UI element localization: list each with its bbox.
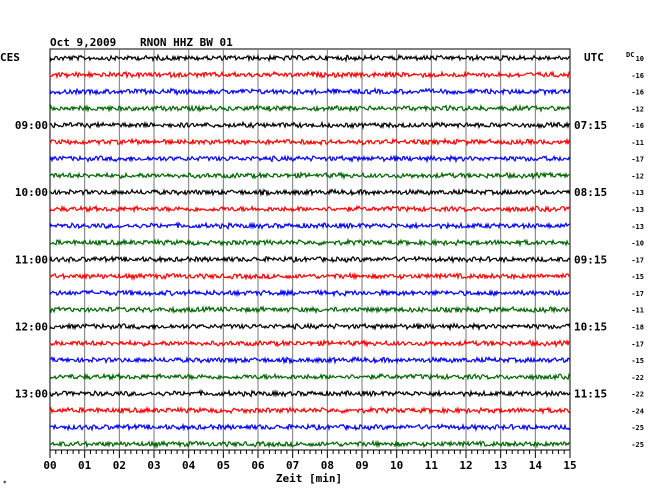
dc-offset-label: -15 (631, 273, 644, 281)
seismogram-traces (49, 53, 571, 449)
x-tick-label: 04 (182, 459, 196, 472)
trace-line (49, 338, 571, 349)
x-tick-label: 10 (390, 459, 403, 472)
dc-offset-label: -12 (631, 172, 644, 180)
trace-line (49, 204, 571, 214)
trace-line (49, 389, 571, 398)
trace-line (49, 103, 571, 113)
x-tick-label: 08 (321, 459, 334, 472)
x-tick-label: 12 (459, 459, 472, 472)
trace-line (49, 154, 571, 164)
trace-line (49, 372, 571, 382)
trace-line (49, 422, 571, 432)
x-tick-label: 14 (529, 459, 543, 472)
x-tick-label: 15 (563, 459, 576, 472)
dc-offset-label: -17 (631, 156, 644, 164)
trace-line (49, 305, 571, 315)
dc-header-label: DC (626, 51, 634, 59)
trace-line (49, 170, 571, 181)
local-hour-label: 12:00 (15, 320, 48, 333)
trace-line (49, 86, 571, 97)
dc-offset-label: -24 (631, 407, 644, 415)
dc-offset-label: -25 (631, 441, 644, 449)
trace-line (49, 53, 571, 63)
dc-offset-label: -13 (631, 189, 644, 197)
local-hour-label: 09:00 (15, 119, 48, 132)
trace-line (49, 120, 571, 130)
right-zone-label: UTC (584, 51, 604, 64)
local-time-labels: 09:00 10:00 11:00 12:00 13:00 (15, 119, 48, 400)
x-tick-label: 02 (113, 459, 126, 472)
utc-hour-label: 09:15 (574, 253, 607, 266)
dc-offset-label: -17 (631, 340, 644, 348)
dc-offset-label: -17 (631, 256, 644, 264)
station-label: RNON HHZ BW 01 (140, 36, 233, 49)
left-zone-label: CES (0, 51, 20, 64)
utc-hour-label: 10:15 (574, 320, 607, 333)
dc-offset-label: -17 (631, 290, 644, 298)
x-tick-label: 05 (217, 459, 230, 472)
trace-line (49, 70, 571, 80)
dc-offset-labels: 10 -16 -16 -12 -16 -11 -17 -12 -13 -13 -13 -10 -17 -1… (631, 55, 644, 449)
dc-offset-label: -22 (631, 391, 644, 399)
trace-line (49, 355, 571, 365)
dc-offset-label: 10 (636, 55, 644, 63)
dc-offset-label: -12 (631, 105, 644, 113)
x-tick-label: 07 (286, 459, 299, 472)
dc-offset-label: -13 (631, 206, 644, 214)
utc-hour-label: 07:15 (574, 119, 607, 132)
trace-line (49, 221, 571, 231)
x-axis-label: Zeit [min] (276, 472, 342, 485)
trace-line (49, 288, 571, 298)
x-tick-label: 09 (355, 459, 368, 472)
local-hour-label: 11:00 (15, 253, 48, 266)
trace-line (49, 137, 571, 147)
dc-offset-label: -13 (631, 223, 644, 231)
local-hour-label: 10:00 (15, 186, 48, 199)
dc-offset-label: -15 (631, 357, 644, 365)
x-tick-label: 06 (251, 459, 265, 472)
x-tick-label: 13 (494, 459, 507, 472)
trace-line (49, 254, 571, 265)
x-tick-label: 03 (147, 459, 160, 472)
dc-offset-label: -11 (631, 307, 644, 315)
vertical-gridlines (84, 49, 536, 450)
x-tick-label: 11 (425, 459, 439, 472)
dc-offset-label: -16 (631, 72, 644, 80)
local-hour-label: 13:00 (15, 388, 48, 401)
trace-line (49, 439, 570, 449)
utc-hour-label: 11:15 (574, 388, 607, 401)
x-axis: 00 01 02 03 04 05 06 07 08 09 10 11 12 13 14 15 (43, 450, 577, 472)
dc-offset-label: -16 (631, 122, 644, 130)
trace-line (49, 271, 571, 282)
dc-offset-label: -18 (631, 323, 644, 331)
trace-line (49, 187, 571, 198)
dc-offset-label: -10 (631, 240, 644, 248)
trace-line (49, 321, 571, 332)
corner-mark-icon: * (3, 480, 7, 487)
trace-line (49, 405, 571, 416)
dc-offset-label: -11 (631, 139, 644, 147)
date-label: Oct 9,2009 (50, 36, 116, 49)
x-tick-label: 00 (43, 459, 56, 472)
utc-hour-label: 08:15 (574, 186, 607, 199)
dc-offset-label: -16 (631, 89, 644, 97)
dc-offset-label: -22 (631, 374, 644, 382)
dc-offset-label: -25 (631, 424, 644, 432)
utc-time-labels: 07:15 08:15 09:15 10:15 11:15 (574, 119, 607, 400)
trace-line (49, 237, 571, 248)
x-tick-label: 01 (78, 459, 92, 472)
